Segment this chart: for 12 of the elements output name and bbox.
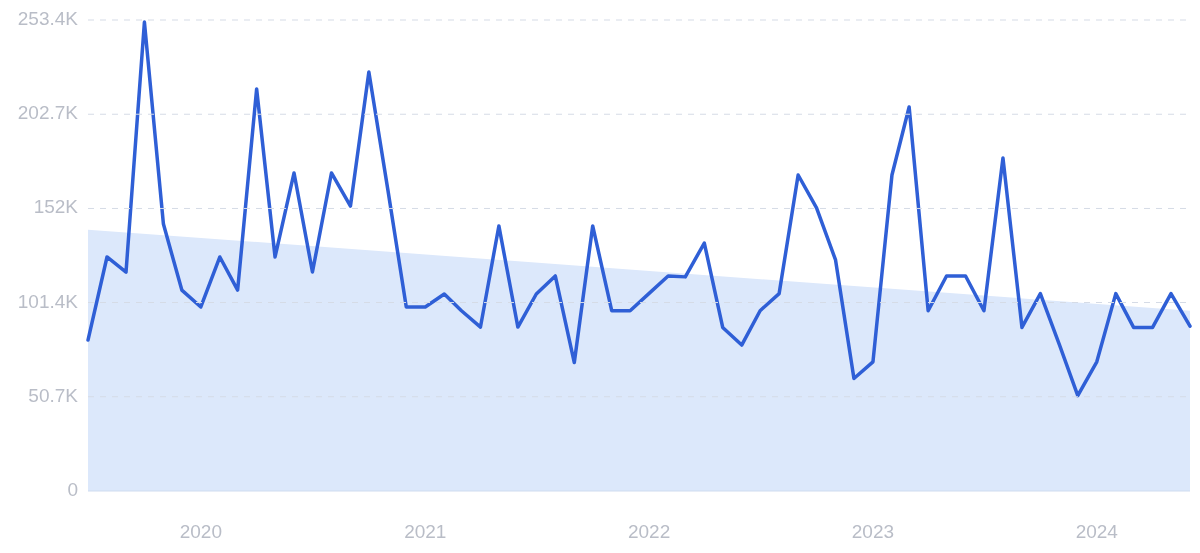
y-tick-label: 0 — [67, 479, 78, 501]
x-tick-label: 2022 — [627, 521, 671, 542]
line-series — [86, 20, 1192, 398]
x-tick-label: 2021 — [404, 521, 447, 542]
x-tick-label: 2020 — [179, 521, 222, 542]
y-tick-label: 152K — [33, 196, 79, 218]
y-tick-label: 202.7K — [17, 102, 79, 124]
x-tick-label: 2023 — [851, 521, 895, 542]
x-tick-label: 2024 — [1075, 521, 1119, 542]
y-tick-label: 253.4K — [17, 8, 79, 30]
y-tick-label: 101.4K — [17, 290, 79, 312]
y-tick-label: 50.7K — [28, 384, 79, 406]
